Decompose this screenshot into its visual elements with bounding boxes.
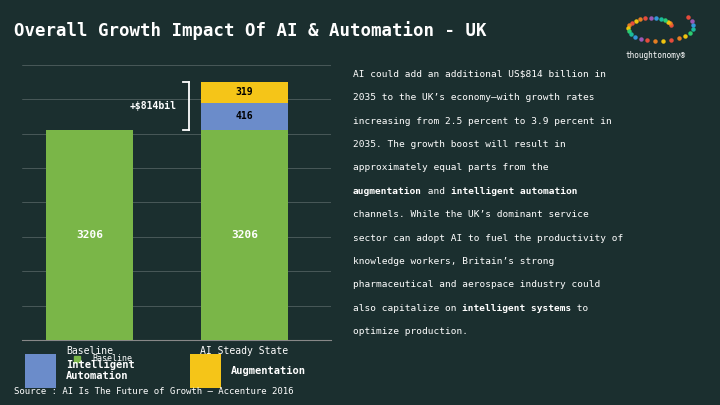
Text: Augmentation: Augmentation bbox=[230, 366, 306, 375]
Bar bbox=[201, 130, 288, 340]
Text: augmentation: augmentation bbox=[353, 187, 422, 196]
Text: increasing from 2.5 percent to 3.9 percent in: increasing from 2.5 percent to 3.9 perce… bbox=[353, 117, 611, 126]
Text: 2035 to the UK’s economy—with growth rates: 2035 to the UK’s economy—with growth rat… bbox=[353, 93, 594, 102]
Text: sector can adopt AI to fuel the productivity of: sector can adopt AI to fuel the producti… bbox=[353, 234, 623, 243]
Text: 3206: 3206 bbox=[76, 230, 103, 240]
Text: Baseline: Baseline bbox=[93, 354, 132, 363]
Text: AI could add an additional US$814 billion in: AI could add an additional US$814 billio… bbox=[353, 70, 606, 79]
Text: channels. While the UK’s dominant service: channels. While the UK’s dominant servic… bbox=[353, 210, 588, 219]
Text: also capitalize on: also capitalize on bbox=[353, 304, 462, 313]
Text: approximately equal parts from the: approximately equal parts from the bbox=[353, 164, 549, 173]
Text: 2035. The growth boost will result in: 2035. The growth boost will result in bbox=[353, 140, 565, 149]
Bar bbox=[201, 82, 288, 103]
Text: 416: 416 bbox=[235, 111, 253, 122]
Text: +$814bil: +$814bil bbox=[130, 101, 176, 111]
Text: intelligent systems: intelligent systems bbox=[462, 304, 571, 313]
Bar bbox=[201, 103, 288, 130]
Text: to: to bbox=[571, 304, 588, 313]
Text: optimize production.: optimize production. bbox=[353, 327, 468, 336]
FancyBboxPatch shape bbox=[189, 354, 221, 388]
Text: 319: 319 bbox=[235, 87, 253, 97]
Text: Overall Growth Impact Of AI & Automation - UK: Overall Growth Impact Of AI & Automation… bbox=[14, 21, 487, 40]
Bar bbox=[46, 130, 133, 340]
Text: Source : AI Is The Future of Growth – Accenture 2016: Source : AI Is The Future of Growth – Ac… bbox=[14, 387, 294, 396]
FancyBboxPatch shape bbox=[24, 354, 56, 388]
Text: knowledge workers, Britain’s strong: knowledge workers, Britain’s strong bbox=[353, 257, 554, 266]
Text: thoughtonomy®: thoughtonomy® bbox=[625, 51, 685, 60]
Text: 3206: 3206 bbox=[231, 230, 258, 240]
Text: pharmaceutical and aerospace industry could: pharmaceutical and aerospace industry co… bbox=[353, 280, 600, 289]
Text: intelligent automation: intelligent automation bbox=[451, 187, 577, 196]
Text: and: and bbox=[422, 187, 451, 196]
Text: Intelligent
Automation: Intelligent Automation bbox=[66, 360, 135, 382]
